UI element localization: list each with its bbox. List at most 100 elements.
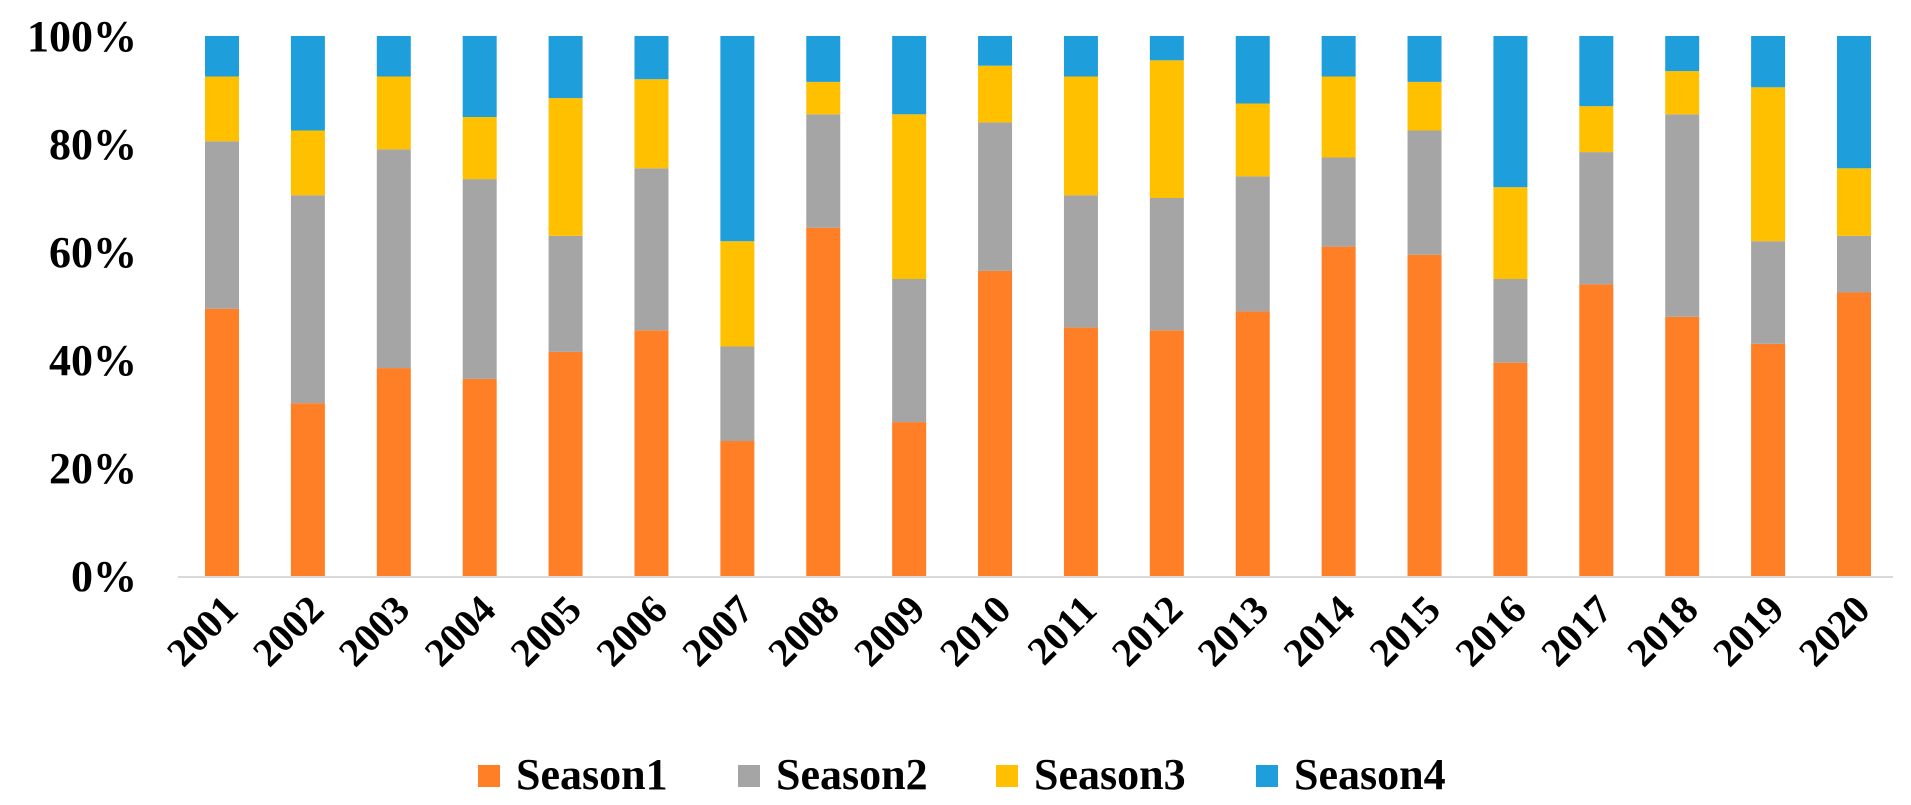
- bar-season4-2017: [1579, 36, 1614, 107]
- bar-season2-2001: [205, 141, 239, 309]
- bar-season3-2005: [548, 98, 583, 236]
- bar-season1-2001: [205, 308, 239, 576]
- bar-season3-2016: [1493, 187, 1528, 279]
- x-tick-label: 2007: [673, 587, 761, 675]
- x-tick-label: 2012: [1103, 587, 1191, 675]
- bar-season2-2011: [1063, 195, 1098, 328]
- bar-season3-2003: [376, 76, 411, 150]
- x-tick-label: 2006: [587, 587, 675, 675]
- bar-season4-2008: [806, 36, 841, 82]
- x-tick-label: 2019: [1704, 587, 1792, 675]
- bar-season3-2011: [1063, 76, 1098, 196]
- bar-season3-2008: [806, 81, 841, 115]
- legend-swatch: [738, 765, 760, 787]
- bar-season4-2003: [376, 36, 411, 77]
- x-tick-label: 2003: [330, 587, 418, 675]
- bar-season4-2019: [1751, 36, 1786, 88]
- bar-season1-2012: [1149, 330, 1184, 576]
- bar-season4-2015: [1407, 36, 1442, 82]
- y-tick-label: 20%: [49, 444, 137, 493]
- x-axis: 2001200220032004200520062007200820092010…: [158, 587, 1878, 675]
- y-tick-label: 60%: [49, 228, 137, 277]
- legend-label: Season3: [1034, 750, 1186, 799]
- legend-label: Season2: [776, 750, 928, 799]
- bar-stack-2010: [978, 36, 1013, 576]
- bar-stack-2013: [1235, 36, 1270, 576]
- bar-stack-2017: [1579, 36, 1614, 576]
- bar-stack-2005: [548, 36, 583, 576]
- bar-season3-2017: [1579, 106, 1614, 153]
- bar-stack-2018: [1665, 36, 1700, 576]
- x-tick-label: 2016: [1446, 587, 1534, 675]
- x-tick-label: 2013: [1189, 587, 1277, 675]
- y-tick-label: 100%: [27, 12, 137, 61]
- bar-stack-2009: [892, 36, 927, 576]
- bar-season4-2006: [634, 36, 669, 80]
- legend-item-season3: Season3: [996, 750, 1186, 799]
- bar-season4-2013: [1235, 36, 1270, 104]
- bar-stack-2014: [1321, 36, 1356, 576]
- x-tick-label: 2005: [502, 587, 590, 675]
- y-axis: 0% 20% 40% 60% 80% 100%: [27, 12, 137, 601]
- bar-season4-2020: [1837, 36, 1871, 169]
- legend-item-season2: Season2: [738, 750, 928, 799]
- bar-season1-2011: [1063, 327, 1098, 576]
- bar-season1-2007: [720, 441, 755, 576]
- bar-stack-2020: [1837, 36, 1871, 576]
- bar-season2-2017: [1579, 152, 1614, 285]
- bar-season1-2017: [1579, 284, 1614, 576]
- x-tick-label: 2018: [1618, 587, 1706, 675]
- y-tick-label: 0%: [71, 552, 137, 601]
- bar-season3-2010: [978, 65, 1013, 123]
- bar-season4-2004: [462, 36, 497, 117]
- bar-season3-2006: [634, 79, 669, 169]
- x-tick-label: 2017: [1532, 587, 1620, 675]
- x-tick-label: 2004: [416, 587, 504, 675]
- bar-stack-2004: [462, 36, 497, 576]
- legend-label: Season4: [1294, 750, 1446, 799]
- bar-stack-2008: [806, 36, 841, 576]
- bar-season3-2001: [205, 76, 239, 142]
- y-tick-label: 80%: [49, 120, 137, 169]
- bar-stack-2015: [1407, 36, 1442, 576]
- bar-season2-2012: [1149, 198, 1184, 331]
- bar-season1-2002: [290, 403, 325, 576]
- bar-season2-2006: [634, 168, 669, 331]
- bar-season1-2004: [462, 378, 497, 576]
- bar-season2-2010: [978, 122, 1013, 271]
- bar-season3-2004: [462, 117, 497, 180]
- bar-season3-2018: [1665, 71, 1700, 115]
- bar-season3-2012: [1149, 60, 1184, 198]
- bar-season2-2019: [1751, 241, 1786, 344]
- bar-stack-2002: [290, 36, 325, 576]
- x-tick-label: 2010: [931, 587, 1019, 675]
- bar-season4-2005: [548, 36, 583, 99]
- bar-season2-2009: [892, 279, 927, 423]
- bar-season4-2009: [892, 36, 927, 115]
- bar-stack-2016: [1493, 36, 1528, 576]
- bar-season3-2020: [1837, 168, 1871, 236]
- bar-season2-2016: [1493, 279, 1528, 363]
- bar-stack-2001: [205, 36, 239, 576]
- bar-season1-2014: [1321, 246, 1356, 576]
- bar-season2-2007: [720, 346, 755, 441]
- bar-season2-2015: [1407, 130, 1442, 255]
- bar-season2-2013: [1235, 176, 1270, 312]
- bar-season1-2019: [1751, 343, 1786, 576]
- bar-season4-2007: [720, 36, 755, 242]
- x-tick-label: 2011: [1018, 587, 1105, 674]
- bar-season4-2010: [978, 36, 1013, 66]
- bar-season3-2009: [892, 114, 927, 279]
- bar-season1-2018: [1665, 316, 1700, 576]
- bar-stack-2003: [376, 36, 411, 576]
- bars: [205, 36, 1871, 576]
- bar-stack-2011: [1063, 36, 1098, 576]
- bar-season3-2007: [720, 241, 755, 347]
- x-tick-label: 2020: [1790, 587, 1878, 675]
- bar-season1-2015: [1407, 254, 1442, 576]
- bar-season2-2005: [548, 235, 583, 352]
- bar-season3-2019: [1751, 87, 1786, 242]
- bar-season2-2002: [290, 195, 325, 404]
- bar-season4-2011: [1063, 36, 1098, 77]
